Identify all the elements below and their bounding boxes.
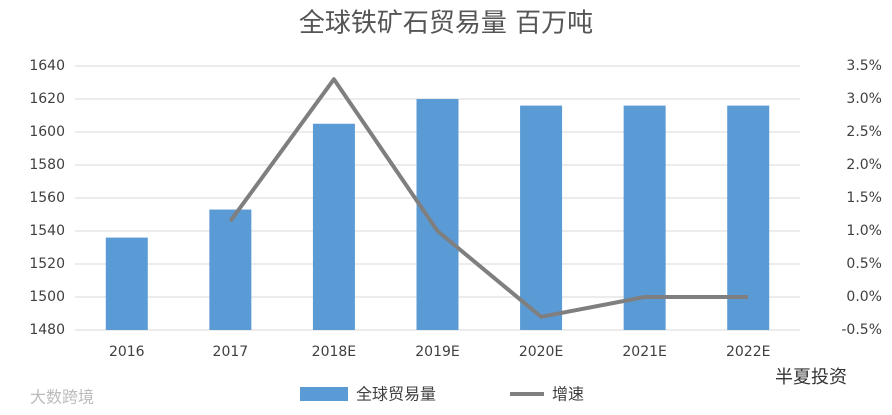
y2-tick-label: 0.5% (846, 256, 882, 272)
y-tick-label: 1600 (29, 124, 65, 140)
y2-tick-label: 0.0% (846, 289, 882, 305)
y-tick-label: 1480 (29, 322, 65, 338)
bar (520, 105, 563, 330)
y2-tick-label: 3.0% (846, 91, 882, 107)
x-tick-label: 2022E (726, 344, 770, 360)
x-tick-label: 2021E (622, 344, 666, 360)
bar (105, 237, 148, 330)
legend-swatch (300, 387, 348, 401)
watermark: 半夏投资 (775, 367, 847, 388)
y-tick-label: 1640 (29, 58, 65, 74)
legend-label: 全球贸易量 (356, 385, 436, 404)
watermark: 大数跨境 (30, 388, 94, 407)
bar (209, 209, 252, 330)
chart-title: 全球铁矿石贸易量 百万吨 (299, 9, 593, 39)
bar (312, 123, 355, 330)
y-tick-label: 1500 (29, 289, 65, 305)
y2-tick-label: 1.5% (846, 190, 882, 206)
x-tick-label: 2017 (213, 344, 249, 360)
y2-tick-label: 2.5% (846, 124, 882, 140)
bar (416, 99, 459, 330)
y2-tick-label: 1.0% (846, 223, 882, 239)
y2-tick-label: 3.5% (846, 58, 882, 74)
bar (727, 105, 770, 330)
y-tick-label: 1540 (29, 223, 65, 239)
x-tick-label: 2019E (415, 344, 459, 360)
y-tick-label: 1580 (29, 157, 65, 173)
y2-tick-label: 2.0% (846, 157, 882, 173)
x-tick-label: 2016 (109, 344, 145, 360)
x-tick-label: 2020E (519, 344, 563, 360)
line (228, 77, 749, 319)
y2-tick-label: -0.5% (841, 322, 882, 338)
x-tick-label: 2018E (312, 344, 356, 360)
legend-label: 增速 (552, 385, 584, 404)
y-tick-label: 1620 (29, 91, 65, 107)
y-tick-label: 1520 (29, 256, 65, 272)
y-tick-label: 1560 (29, 190, 65, 206)
bar (623, 105, 666, 330)
